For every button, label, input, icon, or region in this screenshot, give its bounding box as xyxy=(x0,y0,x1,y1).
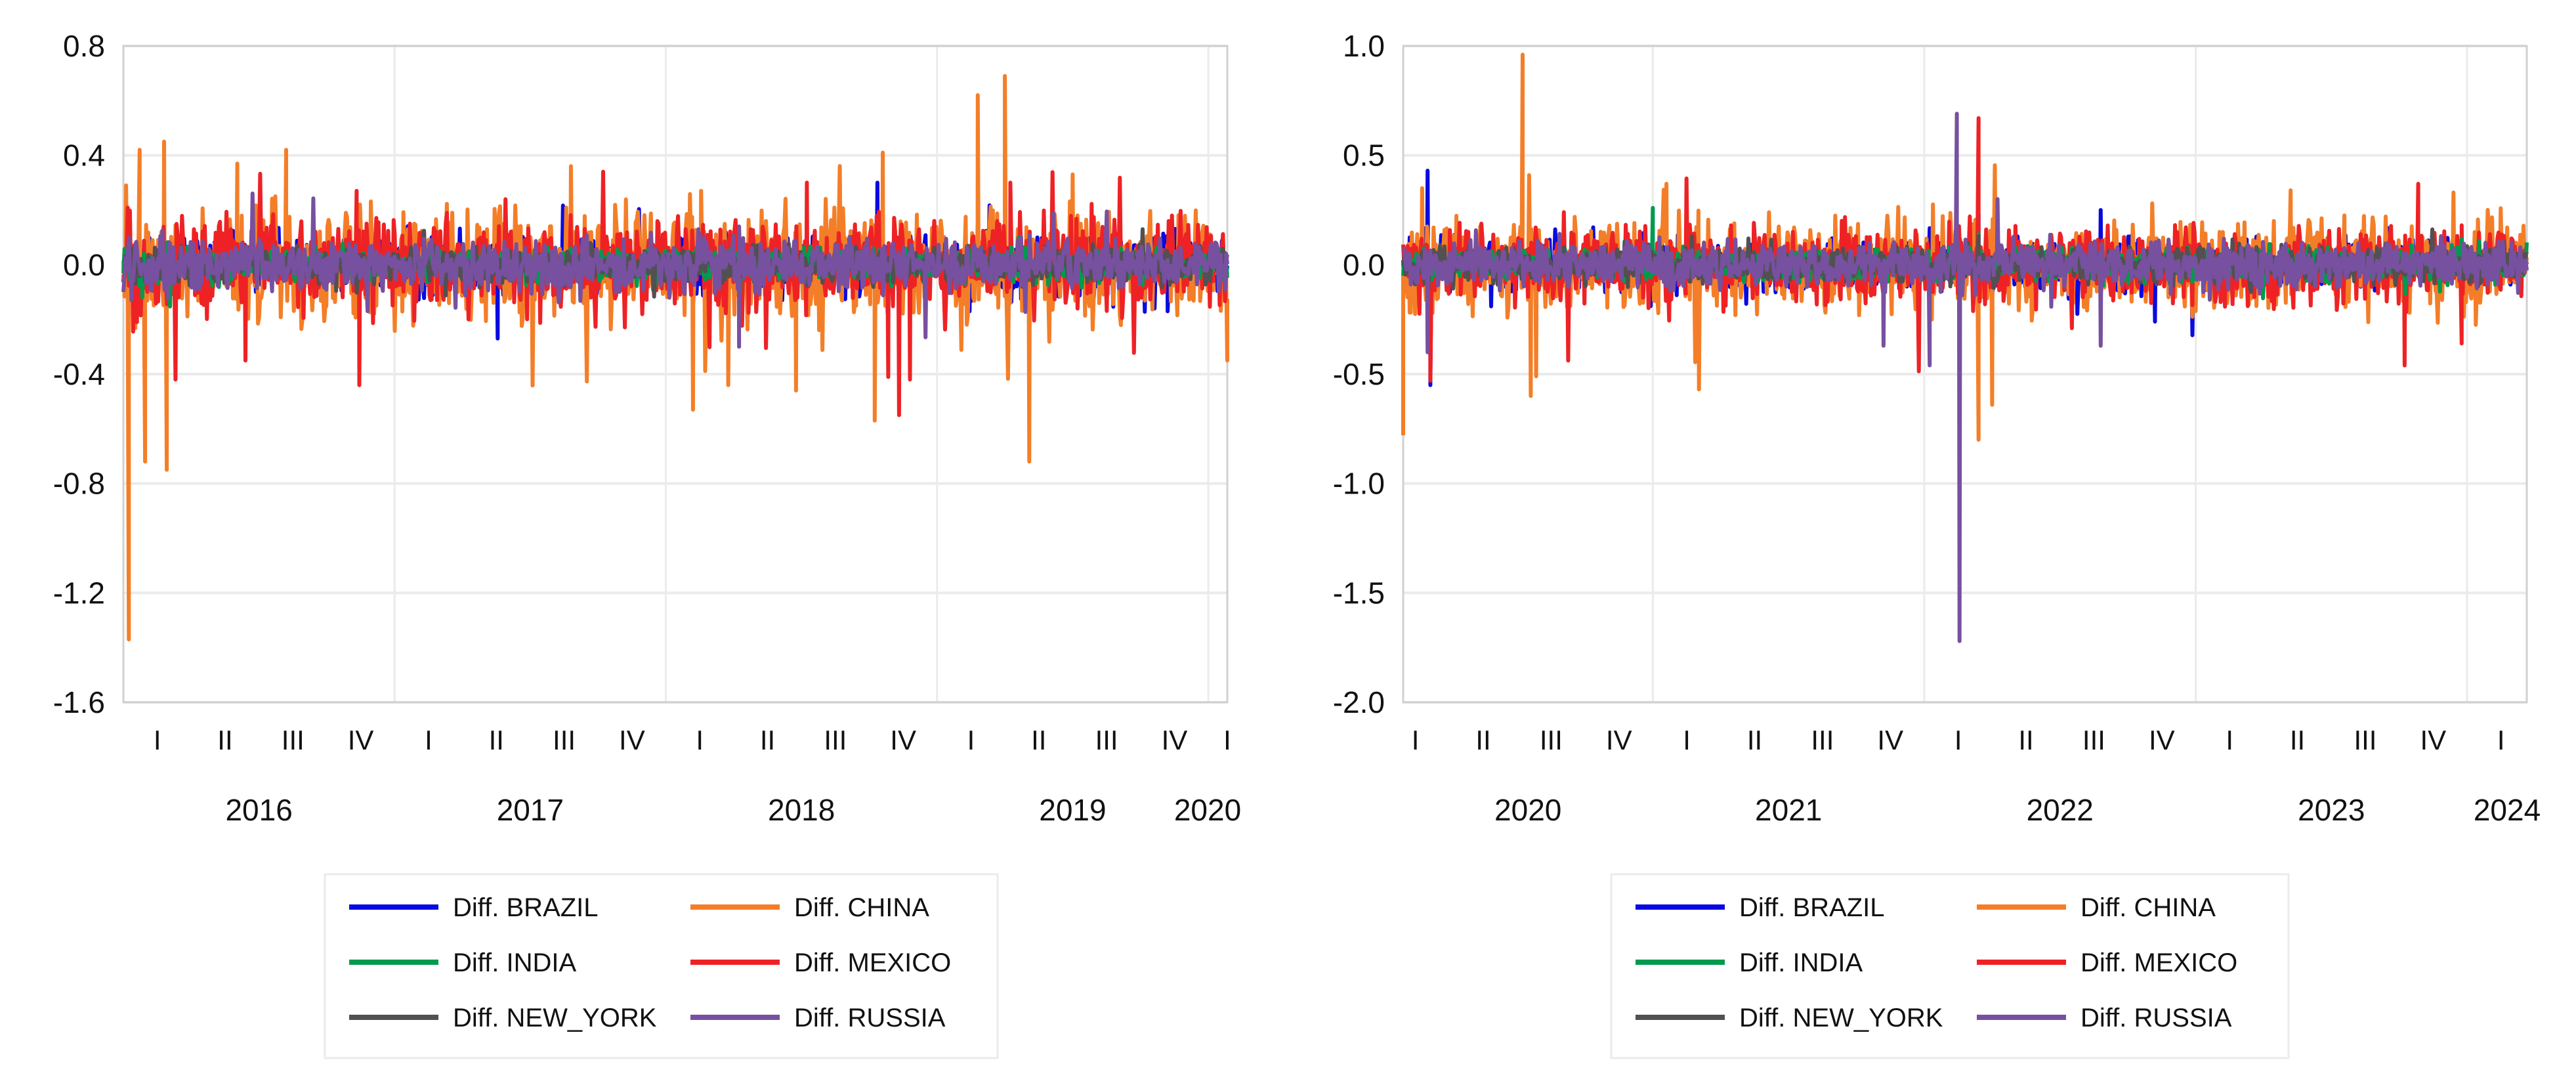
quarter-tick-label: II xyxy=(489,725,504,755)
quarter-tick-label: II xyxy=(760,725,775,755)
quarter-tick-label: III xyxy=(1095,725,1118,755)
quarter-tick-label: IV xyxy=(1606,725,1632,755)
year-tick-label: 2016 xyxy=(225,793,292,827)
y-tick-label: 0.0 xyxy=(1343,247,1385,282)
quarter-tick-label: IV xyxy=(2149,725,2175,755)
legend-item-russia: Diff. RUSSIA xyxy=(1977,1004,2232,1032)
year-tick-label: 2017 xyxy=(497,793,564,827)
legend-item-mexico: Diff. MEXICO xyxy=(690,948,951,977)
legend-label: Diff. RUSSIA xyxy=(2080,1004,2232,1032)
quarter-tick-label: IV xyxy=(890,725,916,755)
year-tick-label: 2020 xyxy=(1174,793,1241,827)
legend-item-brazil: Diff. BRAZIL xyxy=(349,893,599,922)
quarter-tick-label: IV xyxy=(1877,725,1903,755)
series-line-russia xyxy=(121,191,1229,349)
year-tick-label: 2024 xyxy=(2474,793,2541,827)
quarter-tick-label: I xyxy=(2226,725,2233,755)
legend-label: Diff. NEW_YORK xyxy=(1739,1004,1943,1032)
quarter-tick-label: III xyxy=(1540,725,1563,755)
series-line-russia xyxy=(1402,112,2529,643)
y-tick-label: -2.0 xyxy=(1333,685,1385,719)
y-tick-label: 0.4 xyxy=(63,138,105,173)
y-tick-label: 1.0 xyxy=(1343,29,1385,63)
legend-label: Diff. MEXICO xyxy=(794,948,951,977)
quarter-tick-label: I xyxy=(1223,725,1231,755)
quarter-tick-label: III xyxy=(553,725,576,755)
y-tick-label: 0.5 xyxy=(1343,138,1385,173)
y-tick-label: -1.6 xyxy=(53,685,105,719)
legend-label: Diff. INDIA xyxy=(1739,948,1863,977)
legend-label: Diff. RUSSIA xyxy=(794,1004,946,1032)
legend-item-india: Diff. INDIA xyxy=(349,948,577,977)
legend-label: Diff. BRAZIL xyxy=(453,893,599,922)
legend-item-mexico: Diff. MEXICO xyxy=(1977,948,2237,977)
quarter-tick-label: IV xyxy=(1162,725,1188,755)
quarter-tick-label: IV xyxy=(2420,725,2446,755)
quarter-tick-label: I xyxy=(967,725,975,755)
legend-label: Diff. CHINA xyxy=(2080,893,2216,922)
year-tick-label: 2018 xyxy=(768,793,835,827)
legend: Diff. BRAZIL Diff. CHINA Diff. INDIA Diff. … xyxy=(1610,873,2290,1059)
y-tick-label: -1.2 xyxy=(53,576,105,610)
year-tick-label: 2020 xyxy=(1494,793,1561,827)
quarter-tick-label: II xyxy=(217,725,232,755)
quarter-tick-label: I xyxy=(696,725,704,755)
legend-label: Diff. NEW_YORK xyxy=(453,1004,657,1032)
legend-label: Diff. BRAZIL xyxy=(1739,893,1885,922)
right-chart-panel: 1.00.50.0-0.5-1.0-1.5-2.0I II III IV I II III I… xyxy=(1333,29,2541,1059)
legend-item-india: Diff. INDIA xyxy=(1636,948,1863,977)
y-tick-label: -0.5 xyxy=(1333,357,1385,391)
quarter-tick-label: III xyxy=(2354,725,2376,755)
quarter-tick-label: I xyxy=(1412,725,1420,755)
year-tick-label: 2019 xyxy=(1039,793,1106,827)
quarter-tick-label: II xyxy=(1031,725,1046,755)
plot-area-border xyxy=(122,45,1229,704)
y-tick-label: -1.5 xyxy=(1333,576,1385,610)
y-tick-label: 0.0 xyxy=(63,247,105,282)
quarter-tick-label: III xyxy=(282,725,305,755)
year-tick-label: 2021 xyxy=(1755,793,1822,827)
quarter-tick-label: III xyxy=(1811,725,1834,755)
left-chart-panel: 0.80.40.0-0.4-0.8-1.2-1.6I II III IV I II III I… xyxy=(53,29,1241,1059)
legend-item-new-york: Diff. NEW_YORK xyxy=(349,1004,657,1032)
quarter-tick-label: I xyxy=(1954,725,1962,755)
y-tick-label: -0.8 xyxy=(53,467,105,501)
quarter-tick-label: I xyxy=(425,725,433,755)
legend-label: Diff. MEXICO xyxy=(2080,948,2237,977)
year-tick-label: 2023 xyxy=(2298,793,2365,827)
quarter-tick-label: I xyxy=(2497,725,2505,755)
quarter-tick-label: II xyxy=(1475,725,1490,755)
y-tick-label: -1.0 xyxy=(1333,467,1385,501)
legend: Diff. BRAZIL Diff. CHINA Diff. INDIA Diff. … xyxy=(324,873,999,1059)
legend-item-china: Diff. CHINA xyxy=(1977,893,2216,922)
quarter-tick-label: III xyxy=(824,725,847,755)
legend-label: Diff. INDIA xyxy=(453,948,577,977)
quarter-tick-label: I xyxy=(154,725,161,755)
quarter-tick-label: II xyxy=(1747,725,1762,755)
quarter-tick-label: III xyxy=(2082,725,2105,755)
quarter-tick-label: IV xyxy=(619,725,645,755)
legend-item-russia: Diff. RUSSIA xyxy=(690,1004,946,1032)
quarter-tick-label: I xyxy=(1683,725,1691,755)
year-tick-label: 2022 xyxy=(2027,793,2094,827)
legend-label: Diff. CHINA xyxy=(794,893,929,922)
quarter-tick-label: II xyxy=(2290,725,2305,755)
legend-item-brazil: Diff. BRAZIL xyxy=(1636,893,1885,922)
legend-item-new-york: Diff. NEW_YORK xyxy=(1636,1004,1943,1032)
quarter-tick-label: II xyxy=(2018,725,2033,755)
y-tick-label: -0.4 xyxy=(53,357,105,391)
quarter-tick-label: IV xyxy=(348,725,374,755)
y-tick-label: 0.8 xyxy=(63,29,105,63)
legend-item-china: Diff. CHINA xyxy=(690,893,929,922)
